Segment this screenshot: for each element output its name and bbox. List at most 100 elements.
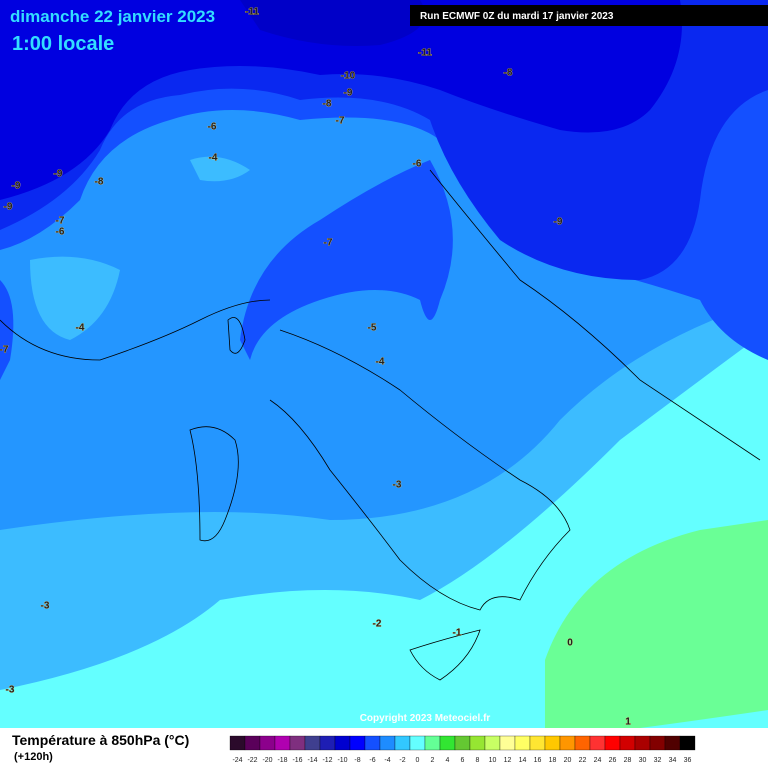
legend-swatch xyxy=(649,735,666,751)
color-scale: -24 -22 -20 -18 -16 -14 -12 -10 -8 -6 -4 -2 0 2 4 6 8 10 1… xyxy=(229,735,696,764)
contour-label: -11 xyxy=(418,48,432,59)
legend-label: 18 xyxy=(549,757,557,764)
contour-label: -7 xyxy=(0,345,9,356)
contour-label: -9 xyxy=(12,181,21,192)
legend-label: 0 xyxy=(416,757,420,764)
legend-label: -22 xyxy=(247,757,257,764)
legend-swatch xyxy=(469,735,486,751)
legend-label: 16 xyxy=(534,757,542,764)
legend-label: 14 xyxy=(519,757,527,764)
contour-label: -9 xyxy=(4,202,13,213)
legend-label: 22 xyxy=(579,757,587,764)
legend-subtitle: (+120h) xyxy=(14,751,53,763)
legend-swatch xyxy=(439,735,456,751)
contour-label: -3 xyxy=(6,685,15,696)
legend-swatch xyxy=(259,735,276,751)
legend-label: -8 xyxy=(354,757,360,764)
contour-label: -9 xyxy=(554,217,563,228)
contour-label: -7 xyxy=(56,216,65,227)
coastlines xyxy=(0,169,761,681)
legend-swatch xyxy=(544,735,561,751)
legend-label: -2 xyxy=(399,757,405,764)
legend-label: -4 xyxy=(384,757,390,764)
contour-label: -2 xyxy=(373,619,382,630)
legend-swatch xyxy=(394,735,411,751)
legend-swatch xyxy=(619,735,636,751)
legend-label: 30 xyxy=(639,757,647,764)
legend-swatch xyxy=(634,735,651,751)
contour-label: -3 xyxy=(41,601,50,612)
legend-swatch xyxy=(559,735,576,751)
legend-swatch xyxy=(364,735,381,751)
contour-label: -7 xyxy=(324,238,333,249)
contour-label: -7 xyxy=(336,116,345,127)
legend-swatch xyxy=(514,735,531,751)
legend-swatch xyxy=(679,735,696,751)
legend-label: 8 xyxy=(476,757,480,764)
legend-label: 26 xyxy=(609,757,617,764)
contour-label: -5 xyxy=(368,323,377,334)
legend-label: 24 xyxy=(594,757,602,764)
legend-label: -6 xyxy=(369,757,375,764)
legend-label: 28 xyxy=(624,757,632,764)
legend-swatch xyxy=(499,735,516,751)
legend-label: 12 xyxy=(504,757,512,764)
legend-swatch xyxy=(334,735,351,751)
legend-label: -18 xyxy=(277,757,287,764)
legend-swatch xyxy=(529,735,546,751)
copyright: Copyright 2023 Meteociel.fr xyxy=(360,713,491,724)
run-info: Run ECMWF 0Z du mardi 17 janvier 2023 xyxy=(420,11,614,22)
contour-label: -6 xyxy=(413,159,422,170)
legend-label: -10 xyxy=(337,757,347,764)
legend-swatch xyxy=(289,735,306,751)
contour-label: -6 xyxy=(56,227,65,238)
legend-label: 34 xyxy=(669,757,677,764)
contour-label: 0 xyxy=(567,638,573,649)
legend-label: 6 xyxy=(461,757,465,764)
legend-swatch xyxy=(604,735,621,751)
legend-swatch xyxy=(319,735,336,751)
legend-label: 4 xyxy=(446,757,450,764)
map-date: dimanche 22 janvier 2023 xyxy=(10,7,215,26)
legend-label: 32 xyxy=(654,757,662,764)
legend-label: 10 xyxy=(489,757,497,764)
contour-label: -4 xyxy=(376,357,385,368)
legend-label: -14 xyxy=(307,757,317,764)
legend-label: -16 xyxy=(292,757,302,764)
legend-swatch xyxy=(274,735,291,751)
contour-label: -6 xyxy=(208,122,217,133)
contour-label: -3 xyxy=(393,480,402,491)
legend-swatch xyxy=(379,735,396,751)
run-box xyxy=(410,5,768,26)
legend-label: 36 xyxy=(684,757,692,764)
legend-swatch xyxy=(244,735,261,751)
contour-label: -10 xyxy=(341,71,356,82)
legend-label: 2 xyxy=(431,757,435,764)
legend-swatch xyxy=(484,735,501,751)
legend-swatch xyxy=(574,735,591,751)
contour-label: -11 xyxy=(245,7,259,18)
contour-label: -9 xyxy=(54,169,63,180)
legend-label: -20 xyxy=(262,757,272,764)
contour-label: -8 xyxy=(323,99,332,110)
legend-swatch xyxy=(304,735,321,751)
contour-label: -4 xyxy=(76,323,85,334)
temperature-field xyxy=(0,0,768,728)
legend-swatch xyxy=(589,735,606,751)
contour-label: -1 xyxy=(453,628,462,639)
contour-label: -9 xyxy=(344,88,353,99)
map-time: 1:00 locale xyxy=(12,33,114,55)
legend-label: 20 xyxy=(564,757,572,764)
legend-label: -12 xyxy=(322,757,332,764)
contour-label: -8 xyxy=(95,177,104,188)
contour-label: -4 xyxy=(209,153,218,164)
contour-labels: -11-11-8-10-9-8-7-6-4-6-9-9-8-9-7-6-9-7-… xyxy=(0,6,632,728)
legend-swatch xyxy=(454,735,471,751)
legend-swatch xyxy=(424,735,441,751)
legend-label: -24 xyxy=(232,757,242,764)
legend-swatch xyxy=(664,735,681,751)
contour-label: -8 xyxy=(504,68,513,79)
contour-label: 1 xyxy=(625,717,631,728)
